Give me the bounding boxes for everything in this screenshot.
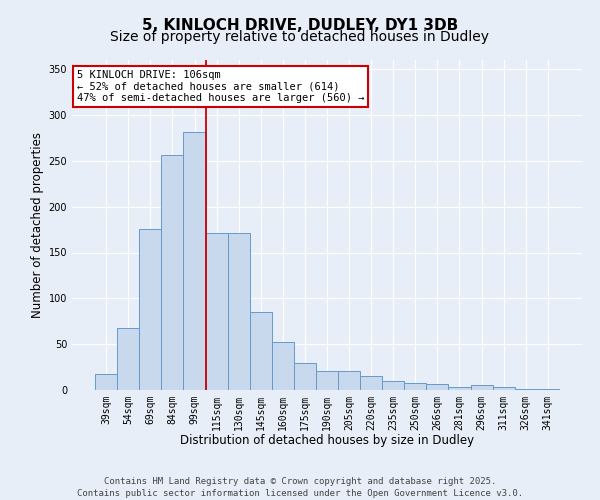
- Text: Contains HM Land Registry data © Crown copyright and database right 2025.
Contai: Contains HM Land Registry data © Crown c…: [77, 476, 523, 498]
- Bar: [493, 387, 515, 390]
- Bar: [117, 328, 139, 390]
- Bar: [139, 228, 161, 390]
- Bar: [382, 381, 404, 390]
- Bar: [184, 132, 206, 390]
- Bar: [537, 389, 559, 390]
- Y-axis label: Number of detached properties: Number of detached properties: [31, 132, 44, 318]
- Bar: [470, 384, 493, 390]
- Bar: [227, 233, 250, 390]
- X-axis label: Distribution of detached houses by size in Dudley: Distribution of detached houses by size …: [180, 434, 474, 448]
- Bar: [250, 312, 272, 390]
- Text: Size of property relative to detached houses in Dudley: Size of property relative to detached ho…: [110, 30, 490, 44]
- Bar: [316, 371, 338, 390]
- Bar: [206, 233, 227, 390]
- Bar: [338, 371, 360, 390]
- Bar: [272, 342, 294, 390]
- Bar: [404, 382, 427, 390]
- Bar: [448, 387, 470, 390]
- Bar: [515, 389, 537, 390]
- Bar: [427, 384, 448, 390]
- Bar: [161, 156, 184, 390]
- Text: 5 KINLOCH DRIVE: 106sqm
← 52% of detached houses are smaller (614)
47% of semi-d: 5 KINLOCH DRIVE: 106sqm ← 52% of detache…: [77, 70, 365, 103]
- Bar: [294, 362, 316, 390]
- Bar: [360, 376, 382, 390]
- Bar: [95, 374, 117, 390]
- Text: 5, KINLOCH DRIVE, DUDLEY, DY1 3DB: 5, KINLOCH DRIVE, DUDLEY, DY1 3DB: [142, 18, 458, 32]
